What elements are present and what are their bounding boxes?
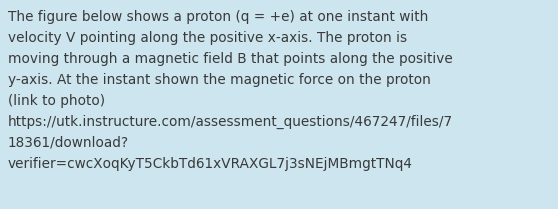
- Text: https://utk.instructure.com/assessment_questions/467247/files/7: https://utk.instructure.com/assessment_q…: [8, 115, 453, 129]
- Text: verifier=cwcXoqKyT5CkbTd61xVRAXGL7j3sNEjMBmgtTNq4: verifier=cwcXoqKyT5CkbTd61xVRAXGL7j3sNEj…: [8, 157, 413, 171]
- Text: moving through a magnetic field B that points along the positive: moving through a magnetic field B that p…: [8, 52, 453, 66]
- Text: The figure below shows a proton (q = +e) at one instant with: The figure below shows a proton (q = +e)…: [8, 10, 429, 24]
- Text: (link to photo): (link to photo): [8, 94, 105, 108]
- Text: 18361/download?: 18361/download?: [8, 136, 129, 150]
- Text: velocity V pointing along the positive x-axis. The proton is: velocity V pointing along the positive x…: [8, 31, 407, 45]
- Text: y-axis. At the instant shown the magnetic force on the proton: y-axis. At the instant shown the magneti…: [8, 73, 431, 87]
